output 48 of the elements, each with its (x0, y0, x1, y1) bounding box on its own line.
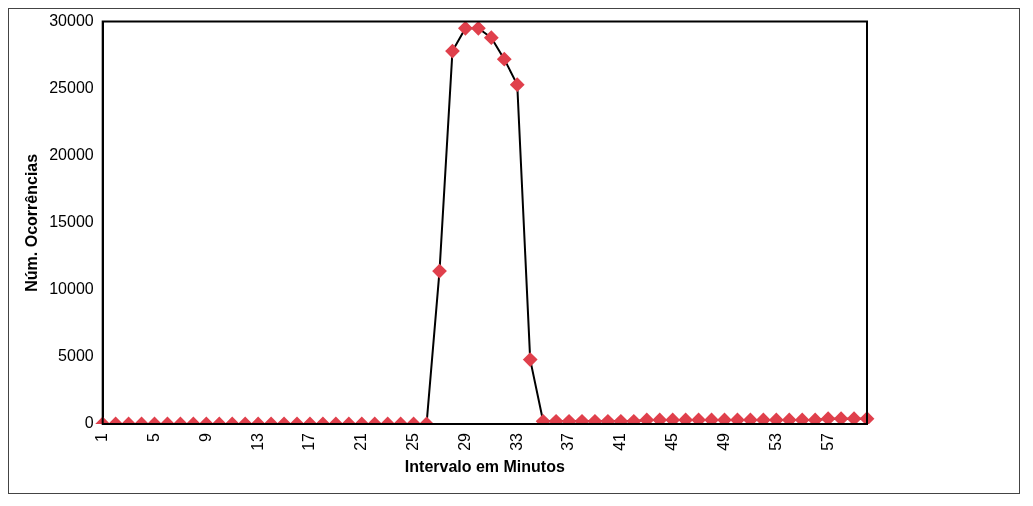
point (484, 30, 499, 45)
x-tick-label: 1 (93, 432, 111, 442)
point (808, 412, 823, 424)
x-tick-label: 33 (507, 432, 525, 451)
point (678, 412, 693, 424)
x-tick-label: 25 (404, 432, 421, 451)
point (458, 21, 473, 36)
y-tick-label: 10000 (49, 280, 94, 298)
point (847, 411, 862, 424)
point (795, 412, 810, 424)
x-axis-title: Intervalo em Minutos (404, 457, 565, 475)
x-tick-label: 9 (196, 432, 214, 442)
point (821, 411, 836, 424)
x-tick-label: 49 (714, 432, 732, 451)
x-tick-label: 21 (352, 432, 370, 451)
x-tick-label: 53 (766, 432, 784, 451)
point (730, 412, 745, 424)
point (756, 412, 771, 424)
point (834, 411, 849, 424)
point (471, 21, 486, 36)
x-tick-label: 45 (663, 432, 681, 451)
point (769, 412, 784, 424)
y-tick-label: 15000 (49, 213, 94, 231)
point (510, 77, 525, 92)
point (782, 412, 797, 424)
x-tick-label: 57 (818, 432, 836, 451)
y-tick-label: 0 (84, 414, 94, 432)
point (497, 52, 512, 67)
point (432, 264, 447, 279)
point (639, 412, 654, 424)
point (691, 412, 706, 424)
x-tick-label: 5 (144, 432, 162, 442)
x-tick-label: 41 (611, 432, 629, 451)
x-tick-label: 37 (559, 432, 577, 451)
point (704, 412, 719, 424)
point (445, 44, 460, 59)
point (743, 412, 758, 424)
y-tick-label: 25000 (49, 79, 94, 97)
y-tick-label: 20000 (49, 146, 94, 164)
point (652, 412, 667, 424)
y-tick-label: 5000 (58, 347, 94, 365)
x-tick-label: 13 (248, 432, 266, 451)
y-tick-label: 30000 (49, 12, 94, 30)
x-tick-label: 17 (300, 432, 318, 451)
x-tick-label: 29 (455, 432, 473, 451)
y-axis-title: Núm. Ocorrências (23, 153, 41, 292)
point (717, 412, 732, 424)
point (665, 412, 680, 424)
